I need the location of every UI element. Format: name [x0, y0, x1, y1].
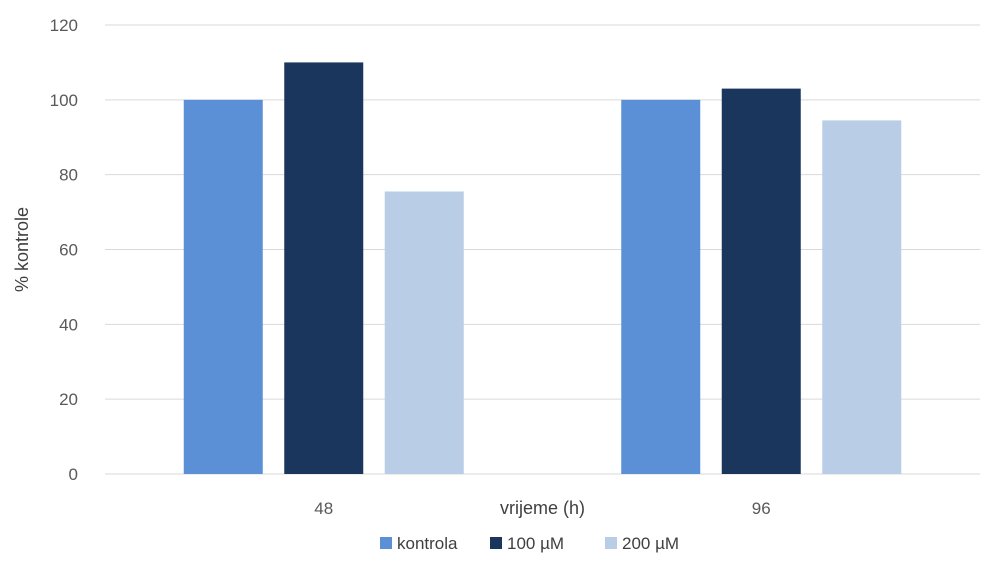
legend-label: 100 µM [507, 534, 564, 553]
y-tick-label: 20 [59, 390, 78, 409]
y-axis-ticks: 0 20 40 60 80 100 120 [50, 16, 78, 484]
bar [284, 62, 364, 475]
y-tick-label: 40 [59, 315, 78, 334]
legend: kontrola 100 µM 200 µM [380, 534, 679, 553]
y-tick-label: 120 [50, 16, 78, 35]
bar [822, 120, 902, 474]
y-tick-label: 60 [59, 241, 78, 260]
bars [183, 62, 902, 475]
legend-label: kontrola [397, 534, 458, 553]
x-tick-label: 96 [752, 499, 771, 518]
bar [721, 88, 801, 474]
x-axis-ticks: 48 96 [314, 499, 770, 518]
legend-swatch [380, 537, 392, 549]
x-tick-label: 48 [314, 499, 333, 518]
y-tick-label: 100 [50, 91, 78, 110]
legend-swatch [490, 537, 502, 549]
x-axis-title: vrijeme (h) [500, 498, 585, 518]
legend-swatch [605, 537, 617, 549]
y-tick-label: 0 [69, 465, 78, 484]
y-axis-title: % kontrole [12, 207, 32, 292]
legend-label: 200 µM [622, 534, 679, 553]
bar [621, 99, 701, 474]
bar [183, 99, 263, 474]
bar [384, 191, 464, 475]
y-tick-label: 80 [59, 166, 78, 185]
